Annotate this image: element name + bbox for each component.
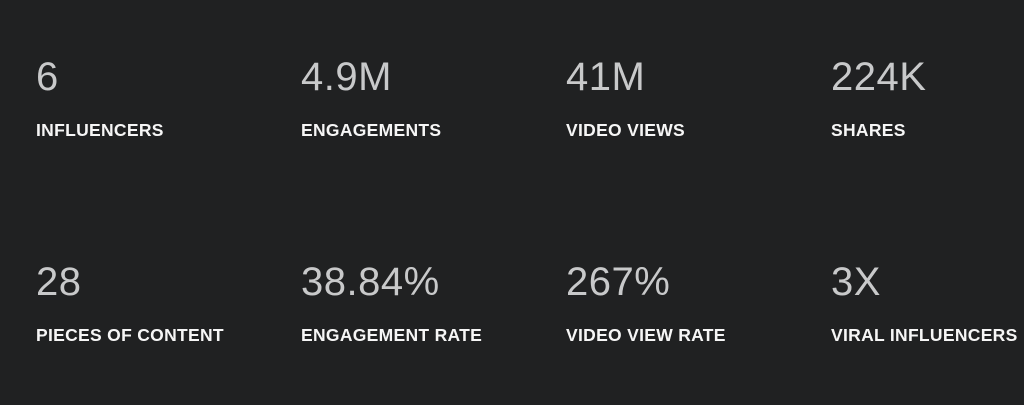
stat-label-viral-influencers: VIRAL INFLUENCERS: [831, 324, 1018, 345]
stat-label-video-views: VIDEO VIEWS: [566, 120, 686, 140]
campaign-stats-panel: 6 INFLUENCERS 4.9M ENGAGEMENTS 41M VIDEO…: [36, 57, 1024, 345]
stat-label-engagements: ENGAGEMENTS: [301, 120, 442, 140]
stat-label-shares: SHARES: [831, 120, 906, 140]
stat-card-video-view-rate: 267% VIDEO VIEW RATE: [566, 262, 831, 345]
stat-card-video-views: 41M VIDEO VIEWS: [566, 57, 831, 140]
stat-card-pieces-of-content: 28 PIECES OF CONTENT: [36, 262, 301, 345]
stat-card-engagements: 4.9M ENGAGEMENTS: [301, 57, 566, 140]
stat-card-influencers: 6 INFLUENCERS: [36, 57, 301, 140]
stat-card-shares: 224K SHARES: [831, 57, 1024, 140]
stat-label-pieces-of-content: PIECES OF CONTENT: [36, 324, 224, 345]
stat-card-engagement-rate: 38.84% ENGAGEMENT RATE: [301, 262, 566, 345]
stat-label-engagement-rate: ENGAGEMENT RATE: [301, 324, 483, 345]
stat-card-viral-influencers: 3X VIRAL INFLUENCERS: [831, 262, 1024, 345]
stat-value-video-view-rate: 267%: [566, 259, 671, 304]
stat-value-shares: 224K: [831, 55, 927, 99]
stat-label-video-view-rate: VIDEO VIEW RATE: [566, 324, 726, 345]
stat-value-video-views: 41M: [566, 55, 646, 99]
stat-value-viral-influencers: 3X: [831, 259, 881, 304]
stat-value-engagement-rate: 38.84%: [301, 259, 440, 304]
stat-value-engagements: 4.9M: [301, 55, 392, 99]
stat-value-pieces-of-content: 28: [36, 259, 82, 304]
stat-value-influencers: 6: [36, 55, 59, 99]
stat-label-influencers: INFLUENCERS: [36, 120, 164, 140]
